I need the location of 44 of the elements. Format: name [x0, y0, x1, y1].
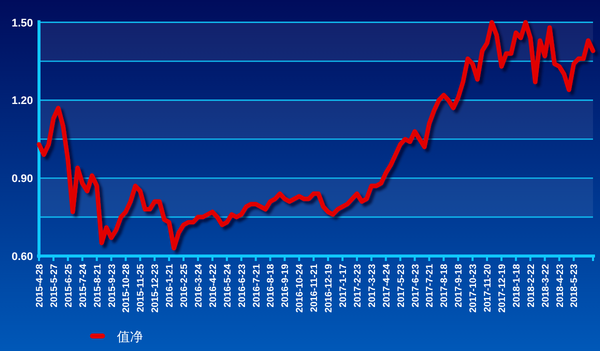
x-tick-label: 2017-3-23: [366, 264, 378, 308]
x-tick-label: 2016-6-23: [236, 264, 248, 308]
x-tick-label: 2015-11-25: [136, 263, 147, 312]
x-tick-label: 2017-7-21: [424, 263, 436, 308]
x-tick-label: 2016-5-24: [222, 263, 234, 308]
x-tick-label: 2016-12-19: [324, 264, 335, 313]
x-tick-label: 2017-9-18: [454, 264, 465, 308]
x-tick-label: 2017-6-23: [410, 264, 422, 308]
x-tick-label: 2018-1-18: [511, 264, 522, 308]
x-tick-label: 2015-4-28: [34, 264, 46, 308]
x-tick-label: 2015-6-25: [63, 263, 74, 308]
x-tick-label: 2015-5-27: [48, 264, 60, 308]
x-tick-label: 2016-1-21: [164, 263, 176, 308]
x-tick-label: 2016-10-24: [294, 263, 306, 313]
x-tick-label: 2015-10-28: [121, 264, 132, 313]
y-tick-label: 0.60: [12, 251, 33, 263]
x-tick-label: 2017-8-18: [439, 264, 450, 308]
x-tick-label: 2015-8-21: [92, 263, 104, 308]
legend-label: 值净: [117, 329, 143, 344]
y-tick-label: 1.20: [12, 95, 33, 108]
x-tick-label: 2016-4-22: [208, 264, 219, 308]
x-tick-label: 2018-3-22: [540, 264, 552, 308]
x-tick-label: 2018-5-23: [569, 264, 580, 308]
x-tick-label: 2016-7-21: [251, 263, 262, 308]
x-tick-label: 2017-10-23: [468, 264, 480, 313]
x-tick-label: 2015-12-23: [150, 264, 162, 313]
x-tick-label: 2017-2-23: [352, 264, 364, 308]
x-tick-label: 2016-8-18: [266, 264, 277, 308]
x-tick-label: 2016-11-21: [309, 263, 320, 312]
x-tick-label: 2015-9-23: [106, 264, 118, 308]
x-tick-label: 2017-11-20: [482, 264, 494, 312]
x-tick-label: 2017-1-17: [338, 264, 349, 308]
y-tick-label: 0.90: [12, 173, 33, 186]
x-tick-label: 2015-7-24: [78, 263, 89, 308]
x-tick-label: 2016-3-24: [193, 263, 204, 308]
x-tick-label: 2017-12-19: [496, 264, 508, 313]
x-tick-label: 2016-9-19: [280, 264, 292, 308]
x-tick-label: 2016-2-25: [179, 263, 190, 308]
x-tick-label: 2017-4-24: [381, 263, 392, 308]
x-tick-label: 2018-2-22: [526, 264, 537, 308]
x-tick-label: 2017-5-23: [396, 264, 407, 308]
y-tick-label: 1.50: [12, 17, 33, 30]
x-tick-label: 2018-4-23: [554, 264, 566, 308]
line-series: [36, 20, 596, 250]
